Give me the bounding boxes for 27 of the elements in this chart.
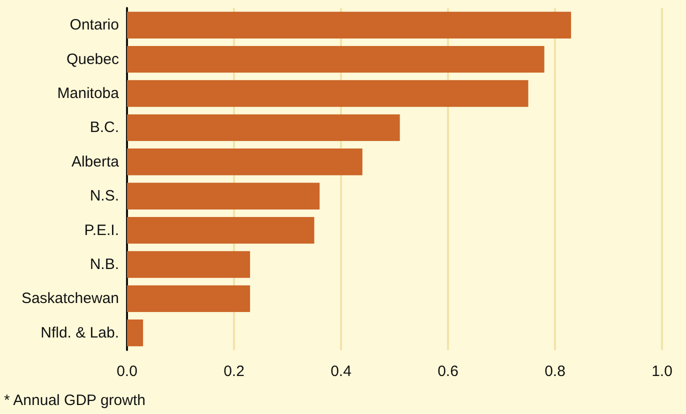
y-tick-label: Ontario: [70, 16, 119, 34]
text: * Annual GDP growth: [4, 392, 146, 409]
bar: [127, 320, 144, 346]
y-tick-label: Quebec: [66, 50, 120, 68]
y-tick-label: B.C.: [90, 119, 119, 136]
bar: [127, 114, 400, 142]
y-tick-label: N.S.: [90, 188, 119, 205]
y-tick-label: Alberta: [71, 153, 120, 170]
y-tick-label: Nfld. & Lab.: [40, 324, 119, 342]
x-tick-label: 0.6: [438, 363, 458, 380]
x-tick-label: 0.2: [224, 363, 244, 380]
x-tick-label: 1.0: [652, 363, 672, 380]
bar: [127, 216, 314, 244]
x-tick-label: 0.8: [544, 363, 566, 380]
bar: [127, 46, 544, 73]
bar: [127, 148, 362, 176]
bar: [127, 80, 528, 107]
y-tick-label: Manitoba: [57, 85, 120, 102]
x-tick-label: 0.0: [116, 363, 138, 380]
y-tick-label: Saskatchewan: [21, 290, 119, 308]
bar: [127, 182, 320, 210]
bar: [127, 251, 250, 278]
bar: [127, 12, 572, 38]
bar: [127, 285, 250, 312]
y-tick-label: P.E.I.: [84, 222, 119, 239]
y-tick-label: N.B.: [90, 256, 119, 273]
x-tick-label: 0.4: [330, 363, 352, 380]
